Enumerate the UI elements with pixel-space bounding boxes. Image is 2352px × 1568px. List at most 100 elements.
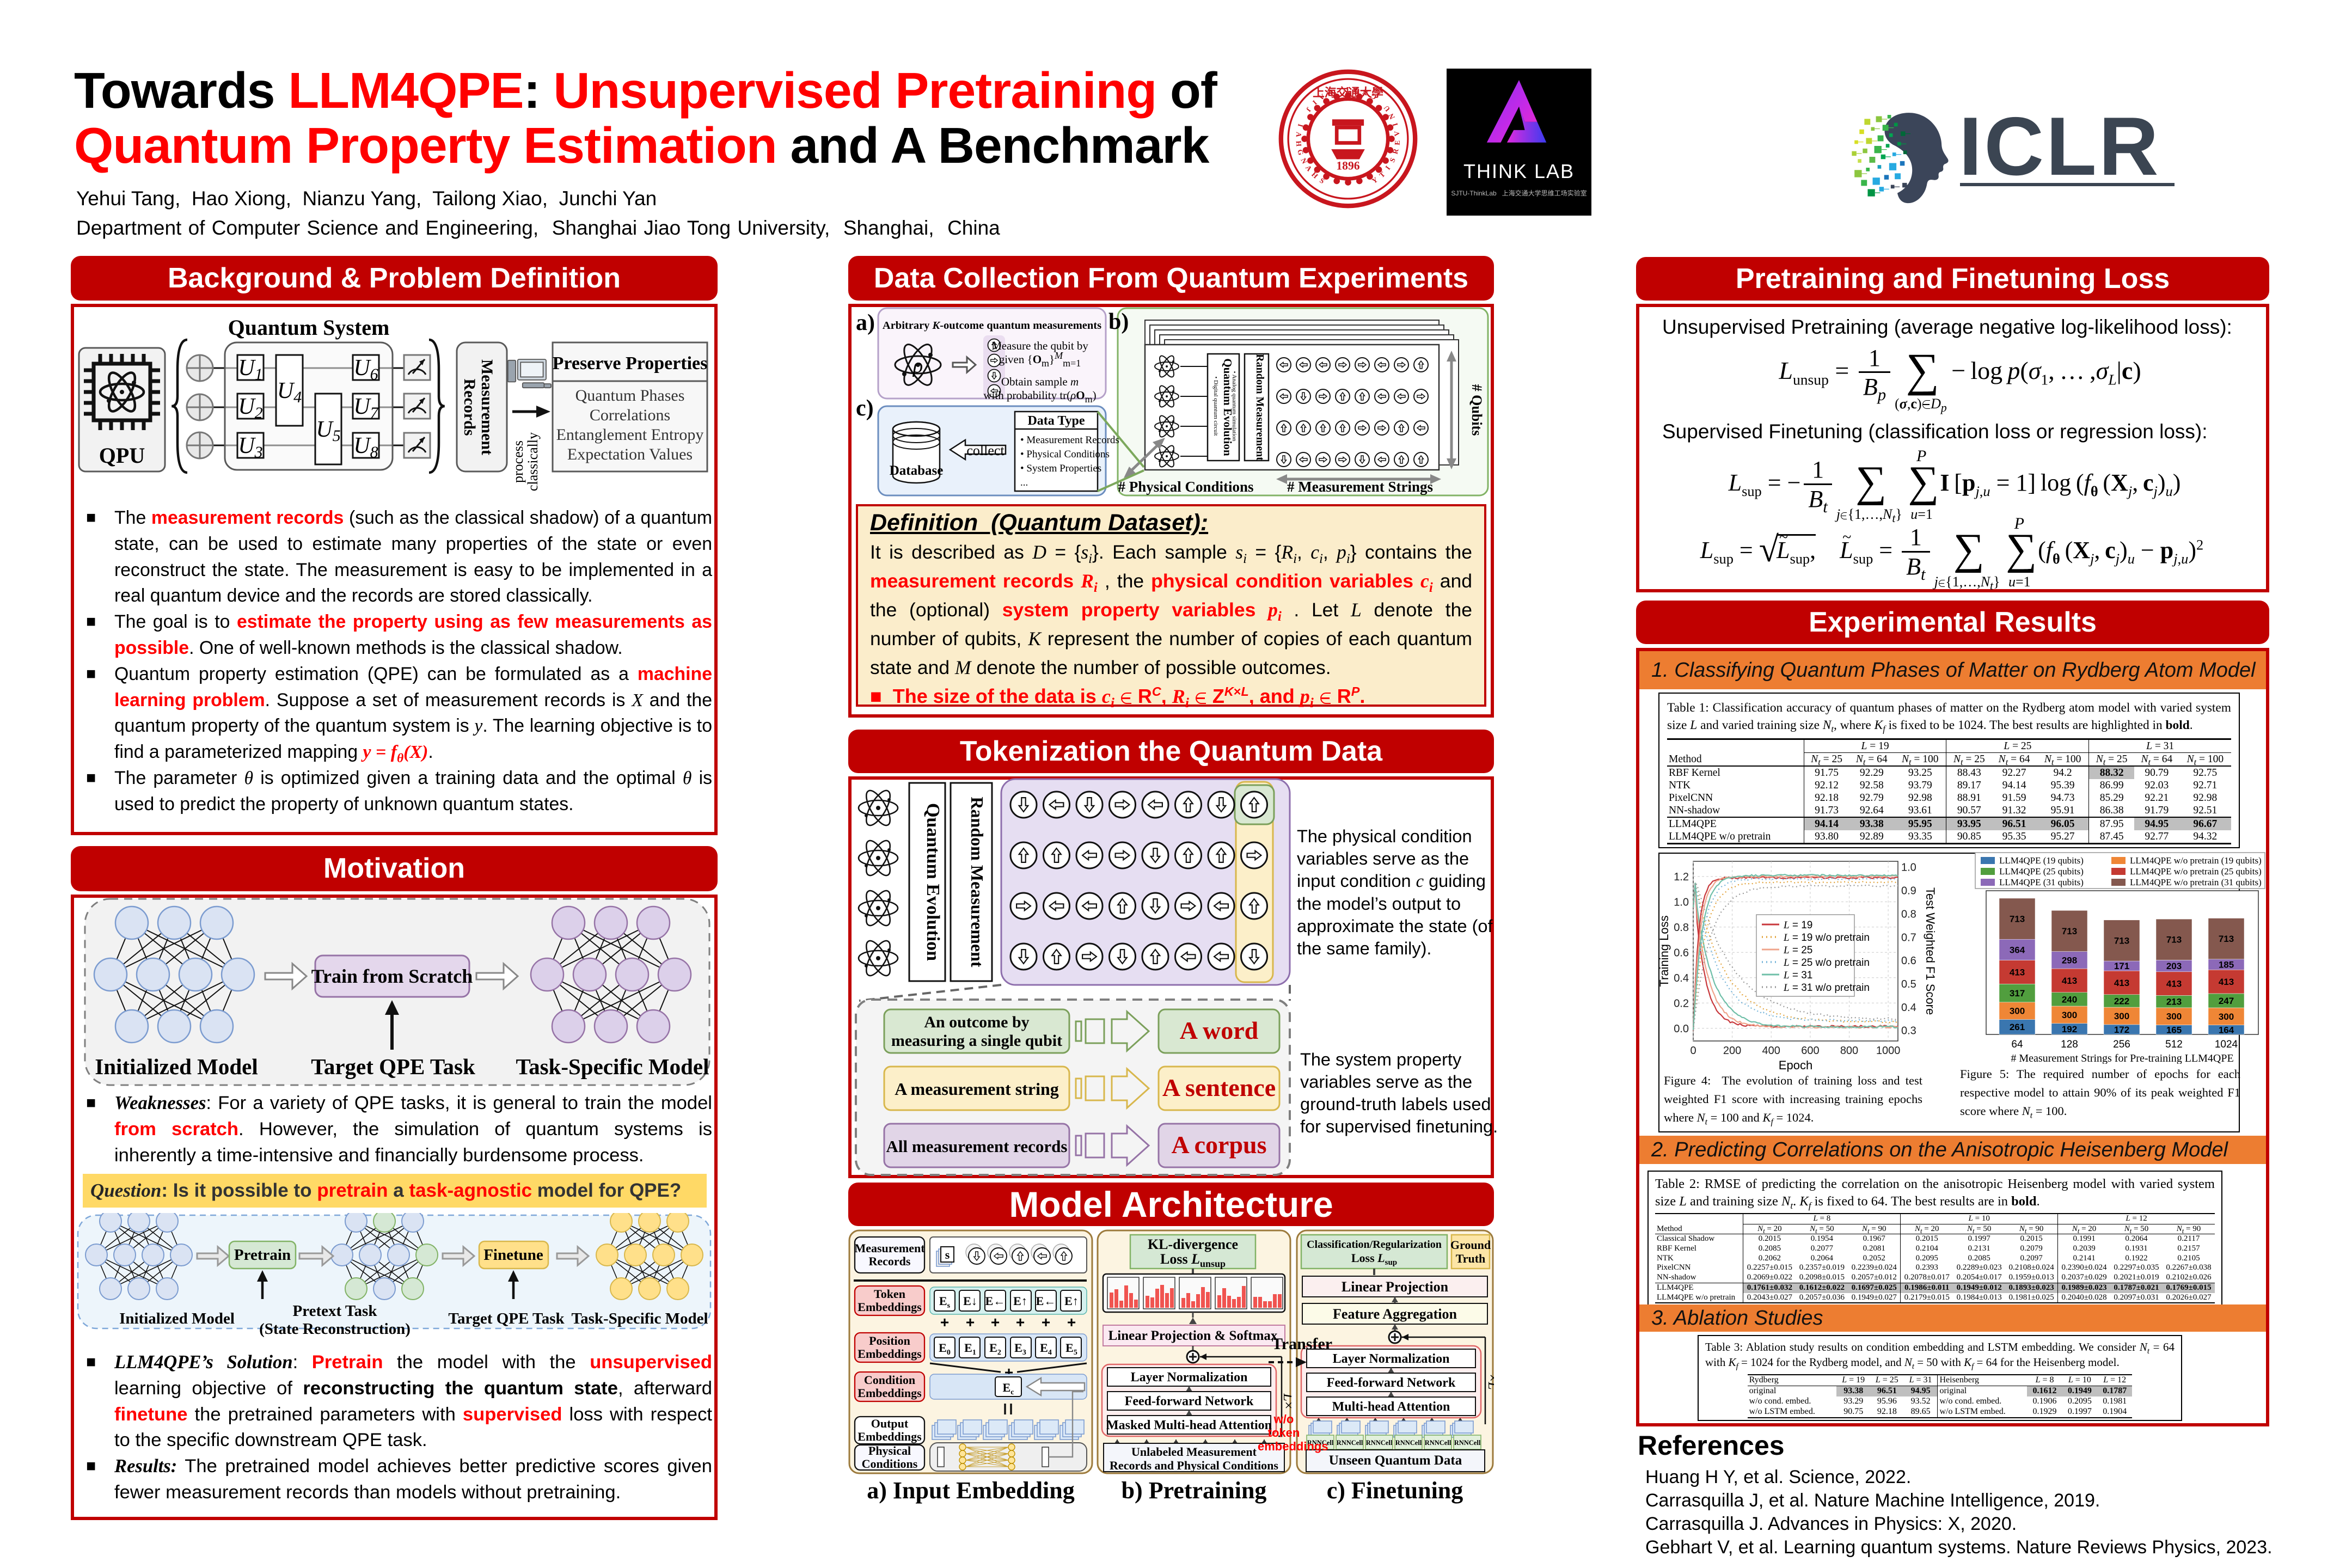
svg-text:Expectation Values: Expectation Values: [567, 445, 693, 463]
svg-text:A: A: [1295, 132, 1303, 138]
svg-text:...: ...: [1020, 477, 1028, 488]
svg-text:Feed-forward Network: Feed-forward Network: [1327, 1376, 1456, 1390]
svg-text:Entanglement Entropy: Entanglement Entropy: [556, 426, 704, 444]
svg-text:Test Weighted F1 Score: Test Weighted F1 Score: [1924, 887, 1937, 1015]
svg-text:213: 213: [2166, 997, 2182, 1007]
svg-text:G: G: [1296, 149, 1305, 156]
svg-text:300: 300: [2219, 1012, 2234, 1022]
svg-text:713: 713: [2010, 914, 2025, 924]
svg-text:• Physical Conditions: • Physical Conditions: [1020, 449, 1110, 460]
svg-text:Layer Normalization: Layer Normalization: [1131, 1370, 1248, 1385]
svg-text:O: O: [1353, 86, 1360, 95]
svg-text:+: +: [1042, 1314, 1050, 1331]
svg-text:RNNCell: RNNCell: [1395, 1439, 1422, 1447]
svg-text:Quantum Evolution: Quantum Evolution: [923, 803, 943, 961]
svg-text:0.9: 0.9: [1901, 885, 1916, 897]
svg-text:E↑: E↑: [1013, 1294, 1027, 1308]
svg-text:RNNCell: RNNCell: [1307, 1439, 1334, 1447]
svg-text:203: 203: [2166, 961, 2182, 971]
svg-text:×L: ×L: [1485, 1374, 1494, 1389]
svg-text:+: +: [966, 1314, 975, 1331]
svg-text:185: 185: [2219, 960, 2234, 970]
svg-text:I: I: [1391, 122, 1399, 127]
svg-text:LLM4QPE (25 qubits): LLM4QPE (25 qubits): [1999, 866, 2084, 877]
svg-text:256: 256: [2113, 1039, 2130, 1050]
svg-text:RNNCell: RNNCell: [1425, 1439, 1451, 1447]
svg-text:E←: E←: [1036, 1294, 1056, 1308]
svg-text:U1: U1: [238, 356, 262, 383]
svg-text:Finetune: Finetune: [483, 1246, 543, 1264]
svg-text:Random Measurement: Random Measurement: [967, 797, 987, 967]
svg-text:I: I: [1296, 123, 1305, 128]
svg-text:Epoch: Epoch: [1779, 1058, 1812, 1072]
svg-text:Multi-head Attention: Multi-head Attention: [1332, 1400, 1450, 1414]
svg-text:Database: Database: [890, 463, 944, 478]
svg-text:0: 0: [1690, 1045, 1696, 1057]
svg-text:c): c): [856, 396, 874, 421]
svg-text:1.2: 1.2: [1674, 871, 1689, 883]
svg-text:Pretrain: Pretrain: [234, 1246, 291, 1264]
svg-text:L×: L×: [1281, 1393, 1291, 1409]
svg-text:# Measurement Strings: # Measurement Strings: [1287, 479, 1433, 495]
svg-text:800: 800: [1840, 1045, 1858, 1057]
svg-text:ρ: ρ: [912, 354, 923, 377]
svg-text:0.8: 0.8: [1901, 908, 1916, 920]
svg-text:Linear Projection & Softmax: Linear Projection & Softmax: [1108, 1328, 1278, 1343]
svg-text:171: 171: [2114, 961, 2129, 971]
svg-text:+: +: [991, 1314, 1000, 1331]
svg-text:Preserve Properties: Preserve Properties: [553, 353, 708, 373]
svg-text:1.0: 1.0: [1901, 862, 1916, 874]
svg-text:Train from Scratch: Train from Scratch: [311, 965, 473, 987]
svg-text:L = 31 w/o pretrain: L = 31 w/o pretrain: [1783, 982, 1870, 994]
svg-text:Correlations: Correlations: [590, 406, 670, 424]
svg-text:Linear Projection: Linear Projection: [1342, 1279, 1449, 1295]
svg-text:Initialized Model: Initialized Model: [95, 1054, 258, 1079]
svg-text:Quantum System: Quantum System: [228, 315, 390, 340]
svg-text:512: 512: [2165, 1039, 2183, 1050]
svg-text:LLM4QPE (19 qubits): LLM4QPE (19 qubits): [1999, 855, 2084, 866]
svg-text:T: T: [1345, 85, 1350, 94]
svg-text:R: R: [1391, 148, 1400, 155]
svg-text:413: 413: [2166, 979, 2182, 989]
svg-text:64: 64: [2011, 1039, 2023, 1050]
svg-text:0.6: 0.6: [1674, 947, 1689, 959]
svg-text:QPU: QPU: [99, 443, 145, 468]
svg-text:E: E: [1393, 140, 1402, 145]
svg-text:0.5: 0.5: [1901, 978, 1916, 990]
svg-text:# Qubits: # Qubits: [1469, 384, 1485, 436]
svg-text:164: 164: [2219, 1025, 2234, 1035]
svg-text:600: 600: [1801, 1045, 1819, 1057]
svg-text:Random Measurement: Random Measurement: [1254, 354, 1266, 461]
svg-text:300: 300: [2166, 1012, 2182, 1022]
svg-text:L = 25 w/o pretrain: L = 25 w/o pretrain: [1783, 957, 1870, 969]
svg-text:413: 413: [2219, 977, 2234, 987]
svg-text:413: 413: [2062, 976, 2077, 986]
svg-text:• System Properties: • System Properties: [1020, 463, 1101, 474]
svg-text:L = 25: L = 25: [1783, 945, 1812, 956]
svg-text:LLM4QPE w/o pretrain (19 qubit: LLM4QPE w/o pretrain (19 qubits): [2130, 855, 2262, 866]
svg-text:222: 222: [2114, 996, 2129, 1006]
svg-text:0.7: 0.7: [1901, 932, 1916, 944]
svg-text:1.0: 1.0: [1674, 896, 1689, 908]
svg-text:1024: 1024: [2215, 1039, 2238, 1050]
svg-text:Feature Aggregation: Feature Aggregation: [1333, 1306, 1457, 1322]
svg-text:E↓: E↓: [963, 1294, 977, 1308]
svg-text:Quantum Phases: Quantum Phases: [575, 387, 685, 405]
svg-text:300: 300: [2114, 1011, 2129, 1021]
svg-text:192: 192: [2062, 1024, 2077, 1034]
svg-text:0.6: 0.6: [1901, 955, 1916, 967]
svg-text:298: 298: [2062, 955, 2077, 965]
svg-text:300: 300: [2062, 1010, 2077, 1020]
svg-text:713: 713: [2114, 935, 2129, 946]
svg-text:200: 200: [1723, 1045, 1741, 1057]
svg-text:• Analog quantum simulation: • Analog quantum simulation: [1231, 371, 1238, 442]
svg-text:a): a): [856, 310, 875, 335]
svg-text:L = 31: L = 31: [1783, 970, 1812, 981]
svg-text:b): b): [1108, 309, 1129, 334]
